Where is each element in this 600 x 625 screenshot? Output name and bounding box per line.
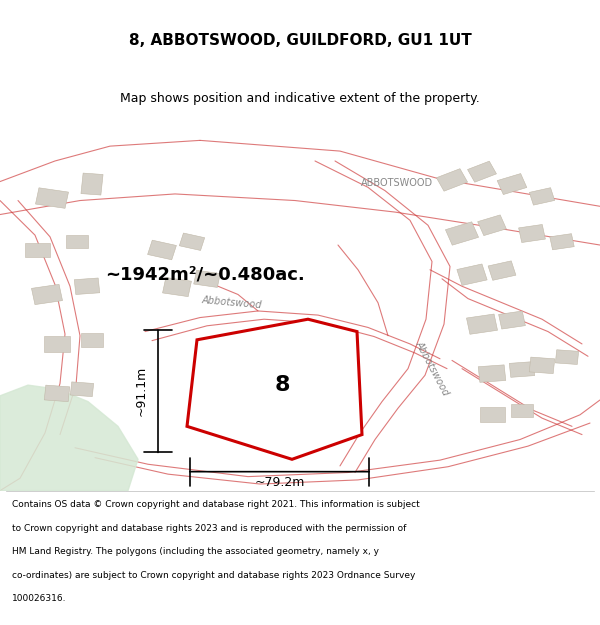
Bar: [550, 234, 574, 250]
Bar: [529, 357, 555, 374]
Text: 8, ABBOTSWOOD, GUILDFORD, GU1 1UT: 8, ABBOTSWOOD, GUILDFORD, GU1 1UT: [128, 33, 472, 48]
Bar: [35, 188, 68, 208]
Bar: [74, 278, 100, 294]
Bar: [478, 215, 506, 236]
Bar: [467, 161, 496, 182]
Bar: [497, 174, 527, 194]
Bar: [194, 270, 220, 288]
Bar: [81, 332, 103, 347]
Bar: [25, 242, 49, 258]
Bar: [488, 261, 516, 280]
Bar: [31, 284, 62, 304]
Bar: [457, 264, 487, 286]
Bar: [529, 188, 554, 205]
Text: Abbotswood: Abbotswood: [202, 295, 263, 311]
Bar: [197, 339, 227, 358]
Text: ~91.1m: ~91.1m: [134, 366, 148, 416]
Bar: [203, 381, 231, 399]
Text: Map shows position and indicative extent of the property.: Map shows position and indicative extent…: [120, 92, 480, 104]
Bar: [466, 314, 497, 334]
Bar: [478, 365, 506, 382]
Polygon shape: [0, 385, 138, 491]
Bar: [70, 382, 94, 397]
Bar: [235, 378, 259, 394]
Bar: [499, 311, 526, 329]
Bar: [556, 350, 578, 364]
Bar: [66, 235, 88, 248]
Bar: [518, 224, 545, 243]
Text: to Crown copyright and database rights 2023 and is reproduced with the permissio: to Crown copyright and database rights 2…: [12, 524, 406, 532]
Text: HM Land Registry. The polygons (including the associated geometry, namely x, y: HM Land Registry. The polygons (includin…: [12, 547, 379, 556]
Bar: [163, 278, 191, 297]
Text: ~79.2m: ~79.2m: [254, 476, 305, 489]
Bar: [81, 173, 103, 195]
Text: 100026316.: 100026316.: [12, 594, 67, 603]
Bar: [436, 169, 467, 191]
Bar: [148, 240, 176, 260]
Text: 8: 8: [274, 375, 290, 395]
Bar: [229, 336, 255, 353]
Polygon shape: [187, 319, 362, 459]
Bar: [479, 408, 505, 422]
Bar: [511, 404, 533, 418]
Bar: [44, 385, 70, 402]
Text: co-ordinates) are subject to Crown copyright and database rights 2023 Ordnance S: co-ordinates) are subject to Crown copyr…: [12, 571, 415, 579]
Bar: [179, 233, 205, 251]
Text: ABBOTSWOOD: ABBOTSWOOD: [361, 178, 433, 188]
Text: Contains OS data © Crown copyright and database right 2021. This information is : Contains OS data © Crown copyright and d…: [12, 500, 420, 509]
Text: Abbotswood: Abbotswood: [413, 339, 451, 398]
Bar: [44, 336, 70, 352]
Text: ~1942m²/~0.480ac.: ~1942m²/~0.480ac.: [105, 266, 305, 284]
Bar: [509, 362, 535, 378]
Bar: [445, 222, 479, 245]
